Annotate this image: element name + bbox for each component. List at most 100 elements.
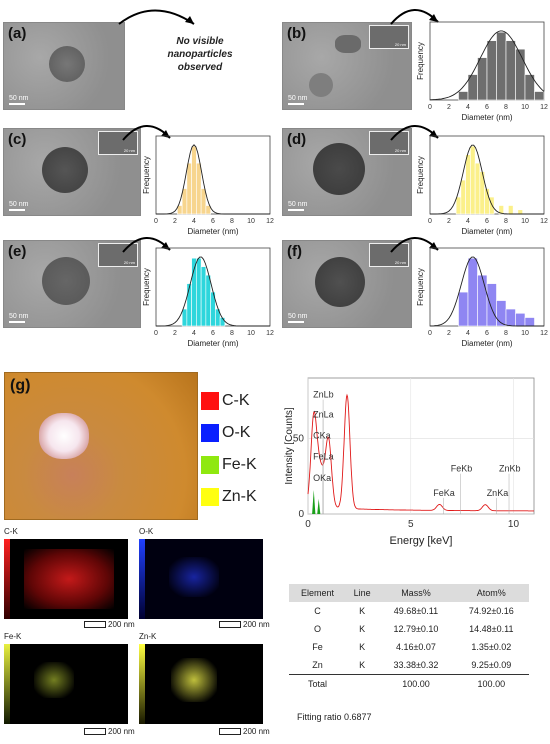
fit-curve bbox=[430, 256, 544, 327]
tem-image-f: 20 nm (f) 50 nm bbox=[282, 240, 412, 328]
histogram-b: 0 2 4 6 8 10 12 Diameter (nm) Frequency bbox=[416, 21, 548, 122]
y-axis-label: Frequency bbox=[416, 42, 425, 80]
plot-frame bbox=[307, 377, 535, 515]
legend-o: O-K bbox=[201, 424, 250, 442]
table-row: Fe K 4.16±0.07 1.35±0.02 bbox=[312, 642, 512, 652]
arrow-a bbox=[118, 9, 195, 25]
x-tick-label: 6 bbox=[485, 104, 489, 111]
panel-label: (g) bbox=[10, 377, 31, 394]
particle bbox=[335, 35, 361, 53]
map-scale: 200 nm bbox=[84, 620, 135, 629]
peak-fill bbox=[317, 498, 321, 514]
fit-curve bbox=[429, 30, 545, 101]
panel-label: (f) bbox=[287, 243, 302, 260]
histogram-bar bbox=[524, 74, 535, 101]
y-axis-label: Frequency bbox=[142, 156, 151, 194]
tem-image-a: (a) 50 nm bbox=[3, 22, 125, 110]
histogram-d: 0 2 4 6 8 10 12 Diameter (nm) Frequency bbox=[416, 135, 548, 236]
histogram-bar bbox=[505, 40, 516, 101]
peak-fill bbox=[312, 489, 316, 514]
inset-image: 20 nm bbox=[98, 243, 138, 267]
histogram-bar bbox=[467, 257, 478, 327]
histogram-bar bbox=[186, 162, 192, 215]
histogram-bar bbox=[498, 205, 504, 215]
histogram-bar bbox=[477, 57, 488, 101]
particle bbox=[42, 147, 88, 193]
histogram-bar bbox=[196, 162, 202, 215]
particle bbox=[49, 46, 85, 82]
histogram-bar bbox=[505, 308, 516, 327]
x-tick-label: 10 bbox=[521, 218, 529, 225]
map-label-o: O-K bbox=[139, 527, 154, 536]
legend-swatch bbox=[201, 392, 219, 410]
x-axis-label: Diameter (nm) bbox=[187, 339, 238, 348]
histogram-bar bbox=[465, 154, 471, 215]
x-tick-label: 6 bbox=[485, 218, 489, 225]
x-tick-label: 12 bbox=[266, 218, 274, 225]
scale-bar: 50 nm bbox=[288, 201, 307, 211]
histogram-bar bbox=[496, 31, 507, 101]
x-tick-label: 6 bbox=[485, 330, 489, 337]
histogram-e: 0 2 4 6 8 10 12 Diameter (nm) Frequency bbox=[142, 247, 274, 348]
table-row: C K 49.68±0.11 74.92±0.16 bbox=[314, 606, 514, 616]
histogram-bar bbox=[200, 188, 207, 215]
map-label-c: C-K bbox=[4, 527, 18, 536]
x-tick-label: 10 bbox=[521, 104, 529, 111]
x-tick-label: 2 bbox=[447, 104, 451, 111]
x-tick-label: 10 bbox=[247, 218, 255, 225]
panel-label: (a) bbox=[8, 25, 27, 42]
peak-annotation: OKa bbox=[313, 473, 331, 483]
histogram-bar bbox=[458, 91, 469, 101]
map-o bbox=[139, 539, 263, 619]
histogram-bar bbox=[460, 179, 466, 215]
particle bbox=[315, 257, 365, 307]
tem-image-e: 20 nm (e) 50 nm bbox=[3, 240, 141, 328]
legend-swatch bbox=[201, 488, 219, 506]
particle bbox=[313, 143, 365, 195]
x-tick-label: 6 bbox=[211, 330, 215, 337]
fit-curve bbox=[156, 144, 270, 215]
histogram-bar bbox=[455, 196, 462, 215]
x-tick-label: 2 bbox=[173, 218, 177, 225]
map-label-zn: Zn-K bbox=[139, 632, 157, 641]
histogram-bar bbox=[524, 317, 535, 327]
arrow-b bbox=[390, 9, 439, 25]
x-tick-label: 2 bbox=[173, 330, 177, 337]
x-tick-label: 12 bbox=[266, 330, 274, 337]
peak-annotation: ZnLa bbox=[313, 409, 334, 419]
eds-spectrum: 0 50 0 5 10 ZnLb ZnLa CKa FeLa OKa FeKb FeKa ZnKb ZnK… bbox=[284, 377, 535, 547]
x-tick-label: 0 bbox=[305, 519, 311, 530]
inset-image: 20 nm bbox=[369, 25, 409, 49]
fit-curve bbox=[156, 256, 270, 327]
legend-fe: Fe-K bbox=[201, 456, 257, 474]
map-label-fe: Fe-K bbox=[4, 632, 22, 641]
no-particles-note: No visible nanoparticles observed bbox=[167, 36, 233, 73]
tem-image-c: 20 nm (c) 50 nm bbox=[3, 128, 141, 216]
scale-bar: 50 nm bbox=[288, 313, 307, 323]
histogram-bar bbox=[477, 274, 488, 327]
y-tick-label: 0 bbox=[298, 509, 304, 520]
tem-image-b: 20 nm (b) 50 nm bbox=[282, 22, 412, 110]
map-scale: 200 nm bbox=[219, 727, 270, 736]
histogram-bar bbox=[186, 283, 192, 327]
histogram-bar bbox=[486, 40, 497, 101]
y-axis-label: Frequency bbox=[416, 156, 425, 194]
x-tick-label: 12 bbox=[540, 218, 548, 225]
histogram-bar bbox=[515, 312, 526, 327]
legend-c: C-K bbox=[201, 392, 250, 410]
x-tick-label: 12 bbox=[540, 104, 548, 111]
x-tick-label: 8 bbox=[230, 218, 234, 225]
legend-swatch bbox=[201, 424, 219, 442]
table-total-row: Total 100.00 100.00 bbox=[289, 674, 529, 693]
y-axis-label: Frequency bbox=[142, 268, 151, 306]
x-tick-label: 2 bbox=[447, 218, 451, 225]
x-tick-label: 0 bbox=[428, 218, 432, 225]
x-tick-label: 0 bbox=[154, 218, 158, 225]
y-axis-label: Frequency bbox=[416, 268, 425, 306]
histogram-c: 0 2 4 6 8 10 12 Diameter (nm) Frequency bbox=[142, 135, 274, 236]
y-axis-label: Intensity [Counts] bbox=[284, 407, 295, 484]
map-scale: 200 nm bbox=[219, 620, 270, 629]
x-tick-label: 6 bbox=[211, 218, 215, 225]
x-tick-label: 10 bbox=[508, 519, 520, 530]
panel-label: (b) bbox=[287, 25, 307, 42]
